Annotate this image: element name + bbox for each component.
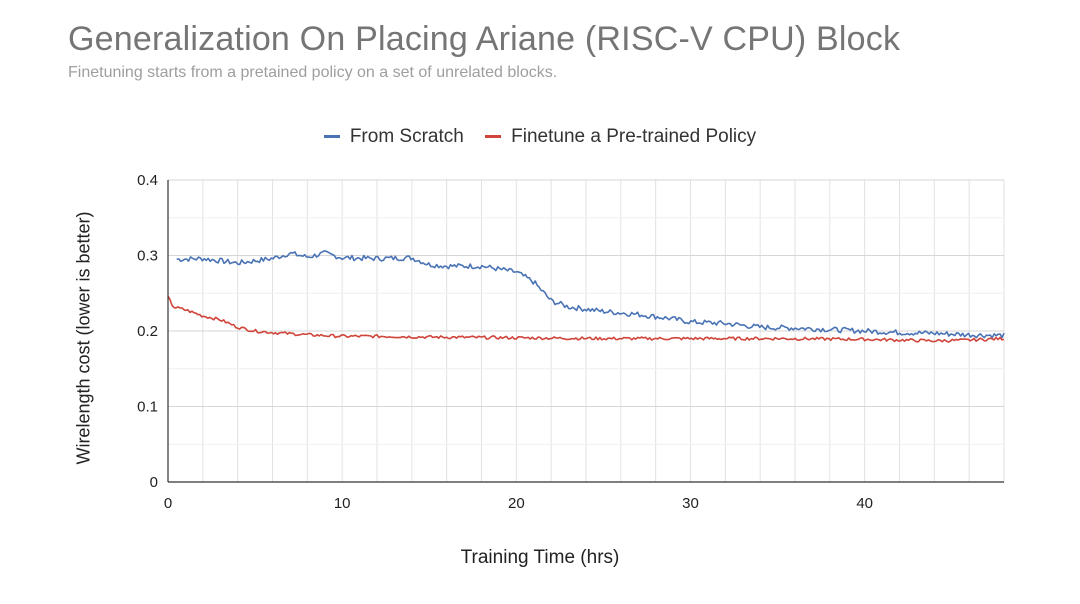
y-tick-label: 0.4 xyxy=(137,172,158,189)
legend-label-finetune: Finetune a Pre-trained Policy xyxy=(511,125,757,147)
x-tick-label: 40 xyxy=(856,495,873,512)
y-tick-label: 0.1 xyxy=(137,399,158,416)
x-tick-label: 30 xyxy=(682,495,699,512)
axes xyxy=(167,180,1004,483)
x-tick-label: 0 xyxy=(164,495,172,512)
series-line-finetune xyxy=(167,295,1005,343)
y-tick-label: 0.2 xyxy=(137,323,158,340)
chart-subtitle: Finetuning starts from a pretained polic… xyxy=(68,64,558,81)
legend-item-finetune: Finetune a Pre-trained Policy xyxy=(485,126,756,148)
y-tick-label: 0.3 xyxy=(137,248,158,265)
x-tick-label: 20 xyxy=(508,495,525,512)
chart-title: Generalization On Placing Ariane (RISC-V… xyxy=(68,20,901,58)
x-axis-label: Training Time (hrs) xyxy=(460,547,620,568)
legend-swatch-from-scratch xyxy=(323,135,340,138)
tick-labels: 0 0.1 0.2 0.3 0.4 0 10 20 30 40 xyxy=(137,172,873,512)
grid xyxy=(167,179,1005,483)
legend-label-from-scratch: From Scratch xyxy=(349,125,464,147)
series-lines xyxy=(167,250,1005,343)
x-tick-label: 10 xyxy=(334,495,351,512)
legend: From Scratch Finetune a Pre-trained Poli… xyxy=(0,122,1080,148)
legend-swatch-finetune xyxy=(485,135,502,138)
series-line-from-scratch xyxy=(176,250,1005,339)
legend-item-from-scratch: From Scratch xyxy=(323,125,464,148)
y-tick-label: 0 xyxy=(150,474,158,491)
